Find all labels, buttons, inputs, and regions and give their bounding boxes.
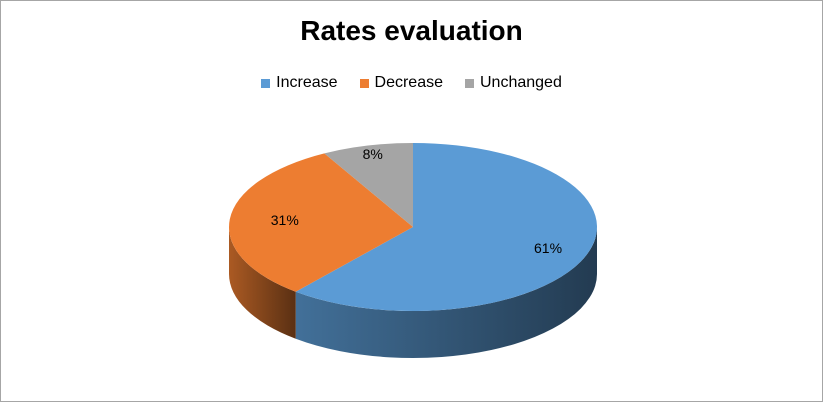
data-label-decrease: 31% [271, 212, 299, 228]
pie-side-increase [295, 227, 597, 358]
legend-label-unchanged: Unchanged [480, 74, 562, 91]
chart-title: Rates evaluation [300, 15, 523, 46]
legend-swatch-increase [261, 78, 271, 88]
pie-labels: 61% 31% 8% [271, 146, 562, 256]
pie-sides [229, 227, 597, 358]
data-label-unchanged: 8% [363, 146, 383, 162]
legend-label-increase: Increase [276, 74, 338, 91]
legend: Increase Decrease Unchanged [1, 74, 822, 92]
legend-item-decrease[interactable]: Decrease [359, 74, 443, 92]
data-label-increase: 61% [534, 240, 562, 256]
legend-item-unchanged[interactable]: Unchanged [465, 74, 562, 92]
legend-label-decrease: Decrease [374, 74, 443, 91]
pie-slice-increase[interactable] [295, 143, 598, 311]
legend-swatch-decrease [359, 78, 369, 88]
pie-side-decrease [229, 227, 296, 339]
pie-slice-decrease[interactable] [229, 153, 413, 292]
legend-item-increase[interactable]: Increase [261, 74, 338, 92]
pie-tops [229, 143, 598, 311]
pie-slice-unchanged[interactable] [324, 143, 413, 227]
legend-swatch-unchanged [465, 78, 474, 88]
